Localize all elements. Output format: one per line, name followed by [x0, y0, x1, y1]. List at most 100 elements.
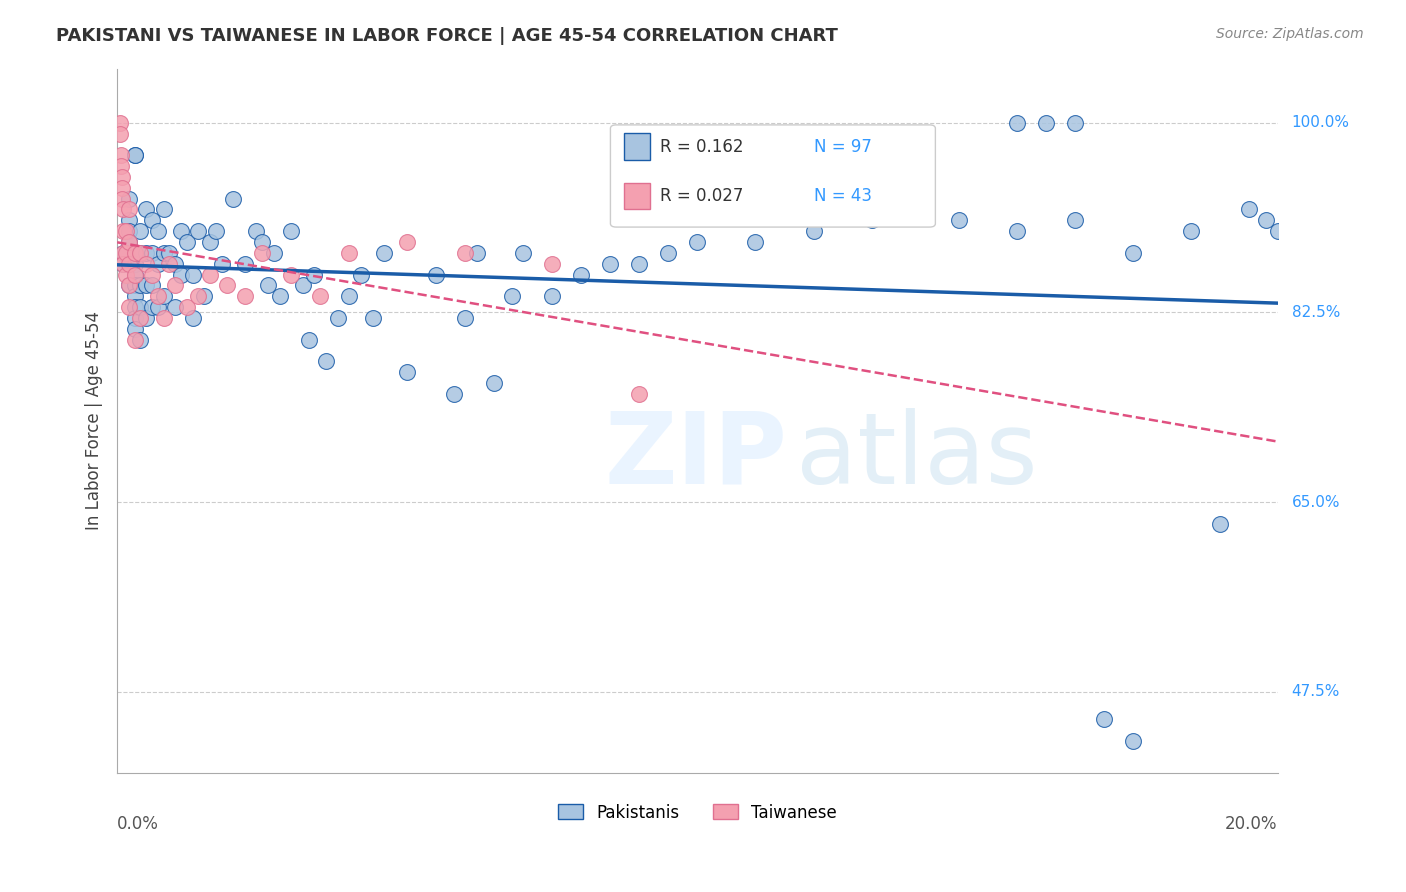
Point [326, 310, 349, 325]
Point [599, 257, 621, 271]
Point [146, 257, 169, 271]
Point [454, 310, 477, 325]
Point [135, 245, 157, 260]
Point [135, 310, 157, 325]
Text: N = 97: N = 97 [814, 137, 872, 156]
Point [129, 278, 152, 293]
Point [111, 257, 134, 271]
Point [217, 278, 239, 293]
Point [1063, 116, 1085, 130]
Point [628, 257, 651, 271]
Point [135, 278, 157, 293]
Point [111, 245, 134, 260]
Point [280, 268, 302, 282]
Point [1237, 202, 1260, 217]
Point [129, 333, 152, 347]
Y-axis label: In Labor Force | Age 45-54: In Labor Force | Age 45-54 [86, 311, 103, 531]
Point [111, 181, 134, 195]
Text: ZIP: ZIP [605, 408, 787, 505]
Point [124, 245, 146, 260]
Point [181, 310, 204, 325]
Point [571, 268, 593, 282]
Point [170, 224, 193, 238]
Point [124, 278, 146, 293]
Text: PAKISTANI VS TAIWANESE IN LABOR FORCE | AGE 45-54 CORRELATION CHART: PAKISTANI VS TAIWANESE IN LABOR FORCE | … [56, 27, 838, 45]
Point [135, 202, 157, 217]
Point [465, 245, 488, 260]
Point [443, 386, 465, 401]
Point [124, 268, 146, 282]
Point [111, 192, 134, 206]
Point [124, 245, 146, 260]
Point [110, 148, 132, 162]
Point [686, 235, 709, 249]
Point [124, 300, 146, 314]
Point [425, 268, 447, 282]
Point [141, 300, 163, 314]
Point [146, 289, 169, 303]
Point [628, 386, 651, 401]
Point [1035, 116, 1057, 130]
Point [396, 365, 419, 379]
Point [115, 224, 138, 238]
Point [187, 224, 209, 238]
Point [141, 268, 163, 282]
Point [1256, 213, 1278, 227]
FancyBboxPatch shape [610, 125, 935, 227]
Point [124, 322, 146, 336]
Point [541, 257, 564, 271]
Point [124, 333, 146, 347]
Point [337, 245, 360, 260]
Bar [624, 183, 650, 210]
Point [1267, 224, 1289, 238]
Point [1122, 733, 1144, 747]
Text: N = 43: N = 43 [814, 187, 872, 205]
Point [803, 224, 825, 238]
Point [152, 289, 174, 303]
Point [1063, 213, 1085, 227]
Point [373, 245, 395, 260]
Point [269, 289, 291, 303]
Point [129, 310, 152, 325]
Point [124, 310, 146, 325]
Text: 20.0%: 20.0% [1225, 815, 1278, 833]
Point [157, 245, 180, 260]
Text: 0.0%: 0.0% [117, 815, 159, 833]
Point [252, 235, 274, 249]
Point [152, 245, 174, 260]
Point [129, 300, 152, 314]
Point [111, 257, 134, 271]
Point [512, 245, 534, 260]
Text: R = 0.027: R = 0.027 [661, 187, 744, 205]
Point [124, 148, 146, 162]
Point [111, 169, 134, 184]
Point [1122, 245, 1144, 260]
Point [350, 268, 373, 282]
Point [165, 257, 187, 271]
Point [280, 224, 302, 238]
Point [361, 310, 384, 325]
Point [157, 257, 180, 271]
Point [111, 245, 134, 260]
Point [211, 257, 233, 271]
Point [193, 289, 215, 303]
Bar [624, 133, 650, 161]
Point [198, 235, 221, 249]
Point [135, 257, 157, 271]
Point [315, 354, 337, 368]
Point [110, 159, 132, 173]
Point [222, 192, 245, 206]
Point [454, 245, 477, 260]
Point [1209, 516, 1232, 531]
Text: 82.5%: 82.5% [1292, 305, 1340, 320]
Point [309, 289, 332, 303]
Point [257, 278, 280, 293]
Point [141, 278, 163, 293]
Point [108, 116, 131, 130]
Point [152, 310, 174, 325]
Point [176, 235, 198, 249]
Point [205, 224, 228, 238]
Point [118, 235, 141, 249]
Point [111, 224, 134, 238]
Point [146, 224, 169, 238]
